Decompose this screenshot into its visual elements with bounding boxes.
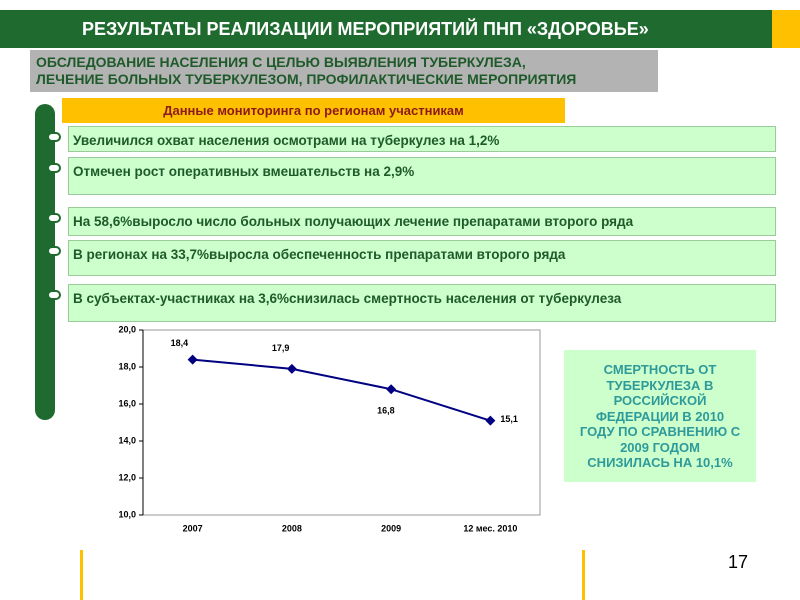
- x-tick-label: 2009: [381, 523, 401, 533]
- banner: Данные мониторинга по регионам участника…: [62, 98, 565, 123]
- subtitle: ОБСЛЕДОВАНИЕ НАСЕЛЕНИЯ С ЦЕЛЬЮ ВЫЯВЛЕНИЯ…: [30, 50, 658, 92]
- callout-line: ГОДУ ПО СРАВНЕНИЮ С: [579, 424, 741, 439]
- y-tick-label: 20,0: [118, 324, 136, 334]
- data-label: 15,1: [500, 414, 518, 424]
- marker: [485, 415, 496, 426]
- title: РЕЗУЛЬТАТЫ РЕАЛИЗАЦИИ МЕРОПРИЯТИЙ ПНП «З…: [0, 10, 772, 48]
- callout-line: РОССИЙСКОЙ: [613, 393, 707, 408]
- bullet-dot: [47, 213, 61, 223]
- y-tick-label: 10,0: [118, 509, 136, 519]
- plot-area: [142, 329, 541, 516]
- callout-line: 2009 ГОДОМ: [620, 439, 700, 455]
- bullet: В субъектах-участниках на 3,6%снизилась …: [68, 284, 776, 322]
- y-tick-label: 16,0: [118, 398, 136, 408]
- bullet: Отмечен рост оперативных вмешательств на…: [68, 157, 776, 195]
- data-label: 16,8: [377, 406, 395, 416]
- marker: [286, 363, 297, 374]
- x-tick-label: 12 мес. 2010: [463, 523, 517, 533]
- bullet: В регионах на 33,7%выросла обеспеченност…: [68, 240, 776, 276]
- side-bar: [35, 104, 55, 420]
- y-tick-label: 18,0: [118, 361, 136, 371]
- chart: 10,0 12,0 14,0 16,0 18,0 20,0 2007 2008 2009 12 м…: [118, 324, 541, 533]
- x-tick-label: 2007: [183, 523, 203, 533]
- subtitle-line: ЛЕЧЕНИЕ БОЛЬНЫХ ТУБЕРКУЛЕЗОМ, ПРОФИЛАКТИ…: [36, 71, 577, 87]
- marker: [386, 384, 397, 395]
- callout-line: СМЕРТНОСТЬ ОТ: [603, 362, 717, 377]
- page-number: 17: [728, 552, 749, 572]
- subtitle-line: ОБСЛЕДОВАНИЕ НАСЕЛЕНИЯ С ЦЕЛЬЮ ВЫЯВЛЕНИЯ…: [36, 54, 526, 70]
- bullet-dot: [47, 246, 61, 256]
- accent: [772, 10, 800, 48]
- bullet-dot: [47, 163, 61, 173]
- callout-line: СНИЗИЛАСЬ НА 10,1%: [587, 455, 733, 470]
- callout: СМЕРТНОСТЬ ОТ ТУБЕРКУЛЕЗА В РОССИЙСКОЙ ФЕДЕ…: [564, 350, 756, 482]
- bullet: На 58,6%выросло число больных получающих…: [68, 207, 776, 236]
- marker: [187, 354, 198, 365]
- bullet: Увеличился охват населения осмотрами на …: [68, 126, 776, 152]
- decor-line: [80, 550, 83, 600]
- y-tick-label: 12,0: [118, 472, 136, 482]
- bullet-dot: [47, 290, 61, 300]
- x-tick-label: 2008: [282, 523, 302, 533]
- data-label: 17,9: [272, 343, 290, 353]
- decor-line: [582, 550, 585, 600]
- callout-line: ФЕДЕРАЦИИ В 2010: [595, 408, 725, 424]
- line: [192, 358, 491, 422]
- data-label: 18,4: [171, 338, 189, 348]
- bullet-dot: [47, 132, 61, 142]
- callout-line: ТУБЕРКУЛЕЗА В: [606, 377, 714, 393]
- y-tick-label: 14,0: [118, 435, 136, 445]
